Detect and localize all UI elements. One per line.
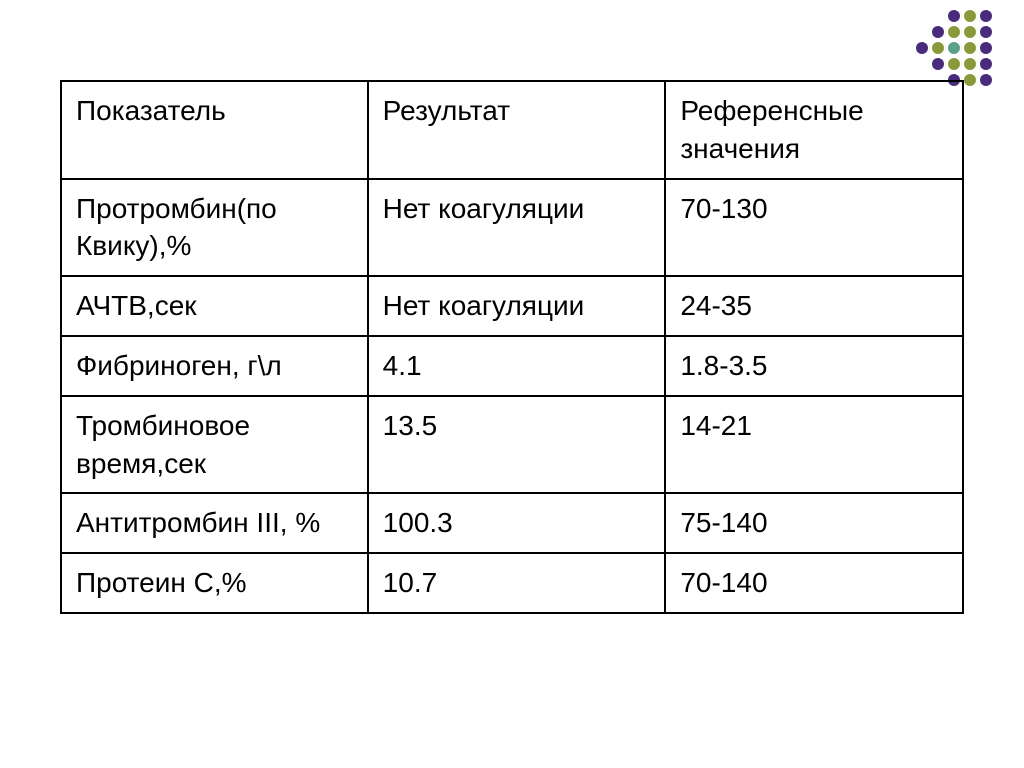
- dot-icon: [932, 42, 944, 54]
- cell-reference: 24-35: [665, 276, 963, 336]
- dot-icon: [964, 26, 976, 38]
- cell-result: 10.7: [368, 553, 666, 613]
- col-header-reference: Референсные значения: [665, 81, 963, 179]
- cell-result: Нет коагуляции: [368, 179, 666, 277]
- dot-icon: [980, 42, 992, 54]
- table-row: Протромбин(по Квику),% Нет коагуляции 70…: [61, 179, 963, 277]
- dot-icon: [964, 58, 976, 70]
- dot-icon: [932, 58, 944, 70]
- cell-reference: 1.8-3.5: [665, 336, 963, 396]
- cell-reference: 70-130: [665, 179, 963, 277]
- cell-reference: 70-140: [665, 553, 963, 613]
- cell-indicator: АЧТВ,сек: [61, 276, 368, 336]
- cell-indicator: Протромбин(по Квику),%: [61, 179, 368, 277]
- dot-icon: [916, 26, 928, 38]
- dot-icon: [948, 10, 960, 22]
- table-row: Фибриноген, г\л 4.1 1.8-3.5: [61, 336, 963, 396]
- table-row: Антитромбин III, % 100.3 75-140: [61, 493, 963, 553]
- table-row: Протеин С,% 10.7 70-140: [61, 553, 963, 613]
- dot-icon: [964, 42, 976, 54]
- cell-reference: 75-140: [665, 493, 963, 553]
- dot-icon: [948, 42, 960, 54]
- dot-icon: [948, 26, 960, 38]
- col-header-result: Результат: [368, 81, 666, 179]
- cell-indicator: Протеин С,%: [61, 553, 368, 613]
- cell-result: Нет коагуляции: [368, 276, 666, 336]
- dot-icon: [980, 10, 992, 22]
- cell-result: 100.3: [368, 493, 666, 553]
- cell-indicator: Антитромбин III, %: [61, 493, 368, 553]
- cell-indicator: Тромбиновое время,сек: [61, 396, 368, 494]
- table-row: АЧТВ,сек Нет коагуляции 24-35: [61, 276, 963, 336]
- cell-result: 4.1: [368, 336, 666, 396]
- dot-icon: [964, 74, 976, 86]
- decorative-dot-grid: [914, 8, 994, 88]
- results-table: Показатель Результат Референсные значени…: [60, 80, 964, 614]
- dot-icon: [980, 74, 992, 86]
- table-header-row: Показатель Результат Референсные значени…: [61, 81, 963, 179]
- results-table-container: Показатель Результат Референсные значени…: [60, 80, 964, 614]
- dot-icon: [916, 58, 928, 70]
- dot-icon: [964, 10, 976, 22]
- dot-icon: [916, 10, 928, 22]
- cell-reference: 14-21: [665, 396, 963, 494]
- cell-result: 13.5: [368, 396, 666, 494]
- dot-icon: [932, 26, 944, 38]
- cell-indicator: Фибриноген, г\л: [61, 336, 368, 396]
- dot-icon: [980, 58, 992, 70]
- dot-icon: [932, 10, 944, 22]
- dot-icon: [948, 58, 960, 70]
- dot-icon: [980, 26, 992, 38]
- dot-icon: [916, 42, 928, 54]
- table-row: Тромбиновое время,сек 13.5 14-21: [61, 396, 963, 494]
- col-header-indicator: Показатель: [61, 81, 368, 179]
